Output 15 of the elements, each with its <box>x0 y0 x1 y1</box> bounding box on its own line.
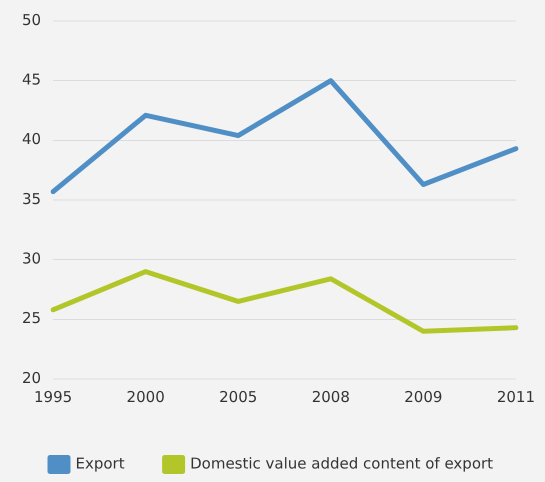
legend-label: Domestic value added content of export <box>190 454 494 472</box>
x-tick-label: 2011 <box>496 388 536 406</box>
y-tick-label: 25 <box>22 309 42 328</box>
y-tick-label: 35 <box>22 190 42 208</box>
y-tick-label: 30 <box>22 250 42 268</box>
y-tick-label: 50 <box>22 10 42 29</box>
x-tick-label: 2000 <box>126 388 165 406</box>
x-tick-label: 2008 <box>312 388 350 406</box>
y-tick-label: 45 <box>22 70 42 89</box>
y-tick-label: 40 <box>22 130 42 148</box>
x-tick-label: 2009 <box>404 388 442 406</box>
legend-label: Export <box>76 454 125 472</box>
x-tick-label: 2005 <box>219 388 258 406</box>
y-tick-label: 20 <box>22 368 42 387</box>
x-tick-label: 1995 <box>34 388 72 406</box>
